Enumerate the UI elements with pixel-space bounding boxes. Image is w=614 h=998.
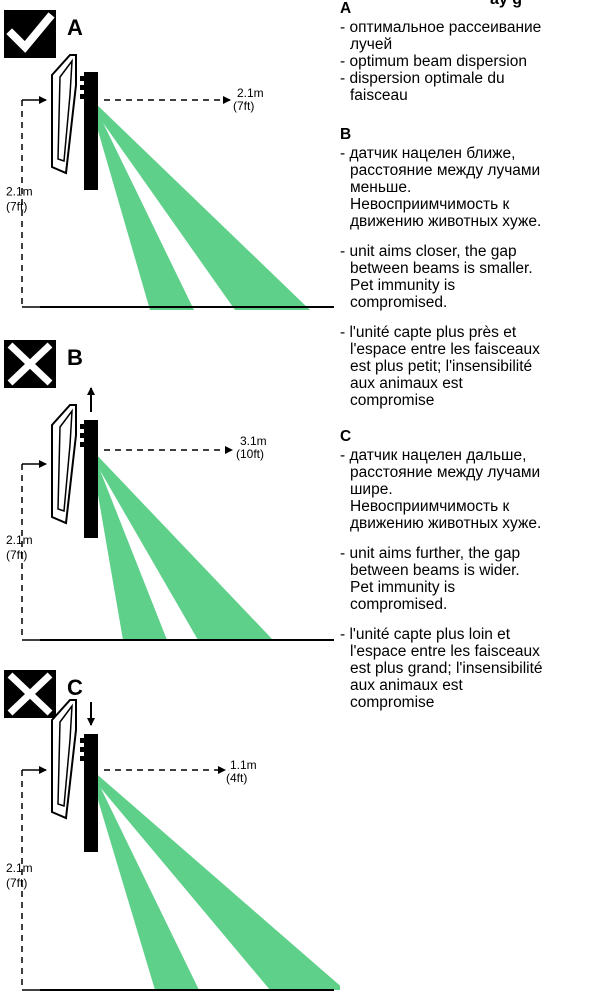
- title-fragment: ay g: [490, 0, 522, 8]
- legend-a-ru-line: - оптимальное рассеивание: [340, 19, 542, 36]
- legend-c-en-line: compromised.: [350, 596, 448, 613]
- cross-stroke: [7, 672, 53, 716]
- legend-c-fr-line: l'espace entre les faisceaux: [350, 643, 540, 660]
- legend-letter-b: B: [340, 126, 352, 143]
- legend-b-ru: - датчик нацелен ближе, расстояние между…: [340, 145, 614, 230]
- height-label-ft: (7ft): [6, 548, 27, 562]
- legend-c-ru-line: расстояние между лучами: [350, 464, 541, 481]
- detector-lens: [80, 424, 86, 429]
- legend-a-ru: - оптимальное рассеивание лучей: [340, 19, 614, 53]
- detector-lens: [80, 738, 86, 743]
- legend-b-ru-line: расстояние между лучами: [350, 162, 541, 179]
- detector-lens: [80, 433, 86, 438]
- detector-lens: [80, 94, 86, 99]
- detector-lens: [80, 85, 86, 90]
- legend-section-c: C - датчик нацелен дальше, расстояние ме…: [340, 428, 614, 711]
- legend-b-ru-line: - датчик нацелен ближе,: [340, 145, 516, 162]
- panel-b: B 3.1m(10ft) 2.1m(7ft): [4, 340, 334, 641]
- legend-c-en-line: between beams is wider.: [350, 562, 520, 579]
- bracket-inner: [57, 58, 73, 163]
- legend-b-fr-line: est plus petit; l'insensibilité: [350, 358, 533, 375]
- legend-b-ru-line: меньше.: [350, 179, 412, 196]
- height-label-ft: (7ft): [6, 876, 27, 890]
- bracket-inner: [57, 408, 73, 513]
- detector-unit: [84, 734, 98, 852]
- beam-near: [92, 100, 194, 310]
- legend-b-en-line: compromised.: [350, 294, 448, 311]
- detector-lens: [80, 76, 86, 81]
- cross-icon: [7, 672, 53, 716]
- legend-b-ru-line: Невосприимчимость к: [350, 196, 510, 213]
- legend-a-fr-line: - dispersion optimale du: [340, 70, 505, 87]
- range-label-ft: (4ft): [226, 771, 247, 785]
- checkmark-icon: [6, 12, 55, 53]
- legend-c-en-line: - unit aims further, the gap: [340, 545, 521, 562]
- legend-c-ru-line: - датчик нацелен дальше,: [340, 447, 527, 464]
- beam-far: [92, 100, 310, 310]
- detector-lens: [80, 756, 86, 761]
- bracket-inner: [57, 703, 73, 808]
- legend-a-ru-line: лучей: [350, 36, 393, 53]
- legend-c-ru-line: шире.: [350, 481, 393, 498]
- legend-c-fr-line: compromise: [350, 694, 435, 711]
- range-label-m: 3.1m: [240, 434, 267, 448]
- panel-a: A2.1m(7ft)2.1m(7ft): [4, 10, 334, 310]
- detector-unit: [84, 72, 98, 190]
- beam-far: [92, 450, 273, 640]
- detector-unit: [84, 420, 98, 538]
- legend-section-b: B - датчик нацелен ближе, расстояние меж…: [340, 126, 614, 409]
- legend-a-en: - optimum beam dispersion: [340, 53, 614, 70]
- legend-b-ru-line: движению животных хуже.: [350, 213, 542, 230]
- legend-section-a: A - оптимальное рассеивание лучей - opti…: [340, 0, 614, 104]
- legend-c-ru-line: Невосприимчимость к: [350, 498, 510, 515]
- legend-b-fr-line: l'espace entre les faisceaux: [350, 341, 540, 358]
- legend-c-en: - unit aims further, the gap between bea…: [340, 545, 614, 613]
- legend-c-ru: - датчик нацелен дальше, расстояние межд…: [340, 447, 614, 532]
- legend-b-fr-line: compromise: [350, 392, 435, 409]
- beam-far: [92, 770, 340, 990]
- legend-c-fr: - l'unité capte plus loin et l'espace en…: [340, 626, 614, 711]
- beam-near: [92, 770, 199, 990]
- range-label-ft: (7ft): [233, 99, 254, 113]
- legend-b-fr-line: - l'unité capte plus près et: [340, 324, 517, 341]
- legend-b-en: - unit aims closer, the gap between beam…: [340, 243, 614, 311]
- legend-b-en-line: - unit aims closer, the gap: [340, 243, 517, 260]
- detector-lens: [80, 442, 86, 447]
- cross-icon: [7, 342, 53, 386]
- range-label-m: 2.1m: [237, 86, 264, 100]
- range-label-m: 1.1m: [230, 758, 257, 772]
- detector-lens: [80, 747, 86, 752]
- legend-a-fr: - dispersion optimale du faisceau: [340, 70, 614, 104]
- legend-b-fr-line: aux animaux est: [350, 375, 463, 392]
- legend-c-fr-line: - l'unité capte plus loin et: [340, 626, 511, 643]
- height-label-m: 2.1m: [6, 185, 33, 199]
- legend-text: ay g A - оптимальное рассеивание лучей -…: [340, 0, 614, 711]
- panel-c: C 1.1m(4ft) 2.1m(7ft): [4, 670, 340, 991]
- legend-a-fr-line: faisceau: [350, 87, 408, 104]
- legend-b-fr: - l'unité capte plus près et l'espace en…: [340, 324, 614, 409]
- legend-b-en-line: between beams is smaller.: [350, 260, 533, 277]
- legend-b-en-line: Pet immunity is: [350, 277, 456, 294]
- height-label-m: 2.1m: [6, 861, 33, 875]
- legend-a-en-line: - optimum beam dispersion: [340, 53, 527, 70]
- height-label-m: 2.1m: [6, 533, 33, 547]
- legend-c-en-line: Pet immunity is: [350, 579, 456, 596]
- legend-c-fr-line: aux animaux est: [350, 677, 463, 694]
- panel-letter: C: [67, 675, 83, 700]
- range-label-ft: (10ft): [236, 447, 264, 461]
- legend-letter-c: C: [340, 428, 352, 445]
- panel-letter: B: [67, 345, 83, 370]
- height-label-ft: (7ft): [6, 200, 27, 214]
- legend-letter-a: A: [340, 0, 352, 17]
- panel-letter: A: [67, 15, 83, 40]
- legend-c-ru-line: движению животных хуже.: [350, 515, 542, 532]
- cross-stroke: [7, 342, 53, 386]
- beam-near: [92, 450, 167, 640]
- legend-c-fr-line: est plus grand; l'insensibilité: [350, 660, 543, 677]
- beam-dispersion-diagram: A2.1m(7ft)2.1m(7ft)B3.1m(10ft)2.1m(7ft)C…: [4, 10, 340, 991]
